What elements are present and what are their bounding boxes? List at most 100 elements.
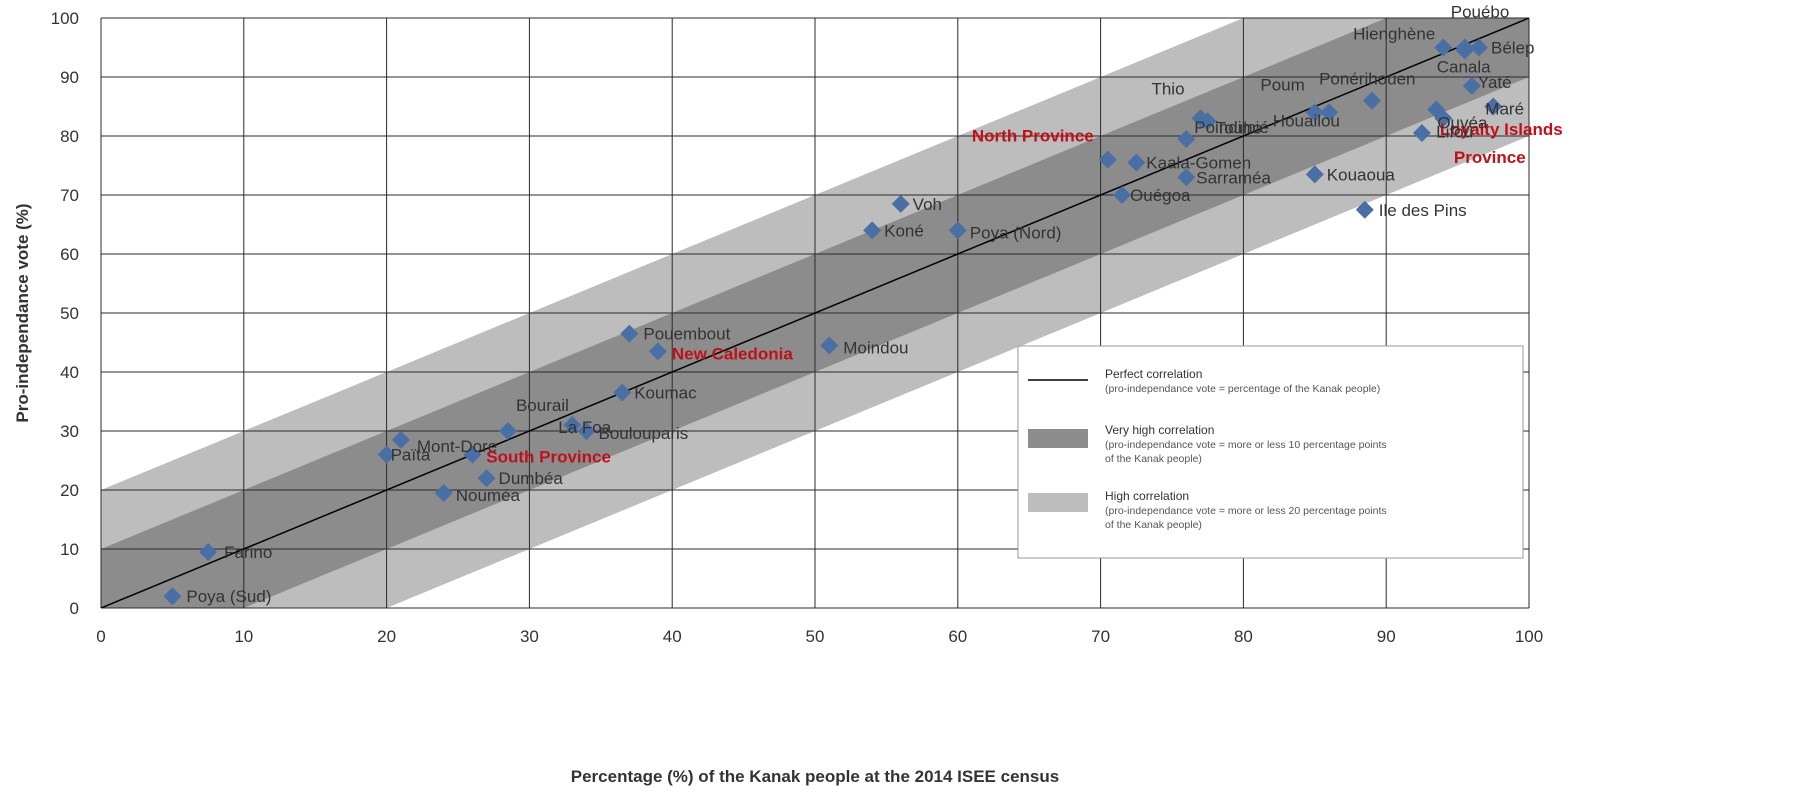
point-label: Touho [1216, 118, 1262, 137]
data-point [477, 469, 496, 488]
point-label: Kouaoua [1327, 165, 1396, 184]
point-label: Koné [884, 221, 924, 240]
point-label: Dumbéa [499, 469, 564, 488]
data-point [377, 445, 396, 464]
y-tick-label: 20 [60, 481, 79, 500]
legend-sub-perfect: (pro-independance vote = percentage of t… [1105, 383, 1380, 395]
point-label: Nouméa [456, 486, 521, 505]
x-tick-label: 100 [1515, 627, 1543, 646]
data-point [163, 587, 182, 606]
data-point [1362, 91, 1381, 110]
y-axis-ticks: 0 10 20 30 40 50 60 70 80 90 100 [51, 9, 79, 618]
point-label: Farino [224, 543, 272, 562]
point-label: Pouébo [1451, 3, 1510, 22]
y-tick-label: 80 [60, 127, 79, 146]
data-point [613, 383, 632, 402]
point-label: Moindou [843, 338, 908, 357]
data-points [163, 38, 1503, 606]
data-point [1098, 150, 1117, 169]
x-tick-label: 50 [806, 627, 825, 646]
point-label: Yaté [1478, 73, 1512, 92]
y-tick-label: 10 [60, 540, 79, 559]
data-point [498, 422, 517, 440]
data-point [434, 483, 453, 502]
point-label: Mont-Dore [417, 437, 497, 456]
data-point [1434, 109, 1453, 128]
legend: Perfect correlation (pro-independance vo… [1017, 345, 1524, 559]
x-axis-ticks: 0 10 20 30 40 50 60 70 80 90 100 [96, 627, 1543, 646]
legend-sub-very-high-2: of the Kanak people) [1105, 453, 1202, 465]
point-label: La Foa [558, 418, 611, 437]
point-label: Poya (Sud) [186, 587, 271, 606]
x-tick-label: 20 [377, 627, 396, 646]
point-label: Poindimié [1194, 118, 1269, 137]
data-point [1462, 76, 1481, 95]
point-label: Pouembout [643, 325, 730, 344]
highlight-label: New Caledonia [672, 344, 793, 363]
x-tick-label: 40 [663, 627, 682, 646]
legend-label-very-high: Very high correlation [1105, 423, 1214, 437]
y-tick-label: 100 [51, 9, 79, 28]
point-label: Lifou [1436, 122, 1473, 141]
point-label: Koumac [634, 384, 697, 403]
legend-swatch-high [1028, 493, 1088, 512]
data-point [1470, 38, 1489, 57]
data-point [1484, 97, 1503, 116]
y-tick-label: 60 [60, 245, 79, 264]
x-tick-label: 70 [1091, 627, 1110, 646]
point-label: Ouégoa [1130, 186, 1191, 205]
x-tick-label: 60 [948, 627, 967, 646]
y-tick-label: 50 [60, 304, 79, 323]
data-point [863, 221, 882, 240]
data-point [620, 324, 639, 343]
legend-sub-high-1: (pro-independance vote = more or less 20… [1105, 505, 1387, 517]
point-label: Ile des Pins [1379, 201, 1467, 220]
data-point [1355, 200, 1374, 219]
y-tick-label: 0 [70, 599, 79, 618]
data-point [648, 342, 667, 361]
point-label: Bélep [1491, 39, 1534, 58]
data-point [391, 430, 410, 449]
data-point [463, 445, 482, 464]
point-label: Canala [1437, 57, 1491, 76]
data-point [1177, 168, 1196, 187]
point-label: Ouvéa [1437, 113, 1488, 132]
data-point [1455, 41, 1474, 60]
data-point [891, 194, 910, 213]
y-tick-label: 40 [60, 363, 79, 382]
perfect-correlation-line-group [101, 18, 1529, 608]
point-label: Kaala-Gomen [1146, 154, 1251, 173]
legend-sub-high-2: of the Kanak people) [1105, 519, 1202, 531]
legend-label-high: High correlation [1105, 489, 1189, 503]
y-tick-label: 90 [60, 68, 79, 87]
point-label: Loyalty Islands Province [1440, 120, 1563, 167]
data-point [1320, 103, 1339, 122]
data-point [1127, 153, 1146, 172]
point-label: Sarraméa [1196, 168, 1271, 187]
point-label: Voh [913, 195, 942, 214]
point-label: Ponérihouen [1319, 69, 1415, 88]
y-axis-title: Pro-independance vote (%) [13, 203, 32, 422]
point-label: Boulouparis [599, 424, 689, 443]
perfect-correlation-line [101, 18, 1529, 608]
legend-sub-very-high-1: (pro-independance vote = more or less 10… [1105, 439, 1387, 451]
point-label: Houailou [1273, 112, 1340, 131]
point-label: Hienghène [1353, 25, 1435, 44]
data-point [820, 336, 839, 355]
data-point [563, 416, 582, 435]
x-tick-label: 90 [1377, 627, 1396, 646]
point-label: Thio [1151, 79, 1184, 98]
y-tick-label: 70 [60, 186, 79, 205]
point-label: Maré [1485, 100, 1524, 119]
point-label: Poum [1260, 75, 1304, 94]
x-tick-label: 30 [520, 627, 539, 646]
data-point [199, 542, 218, 561]
y-tick-label: 30 [60, 422, 79, 441]
data-point [1177, 129, 1196, 148]
legend-box [1017, 345, 1524, 559]
data-point [577, 422, 596, 440]
legend-label-perfect: Perfect correlation [1105, 367, 1202, 381]
x-tick-label: 0 [96, 627, 105, 646]
